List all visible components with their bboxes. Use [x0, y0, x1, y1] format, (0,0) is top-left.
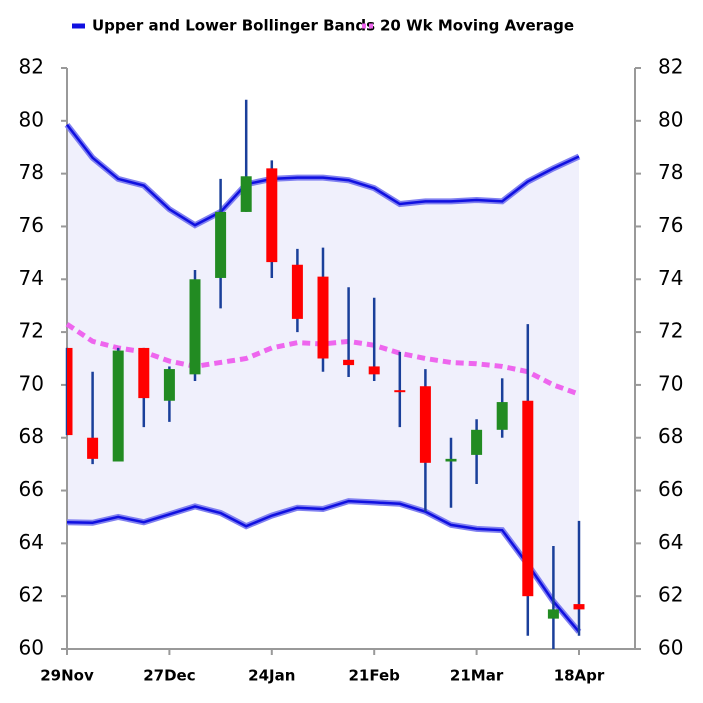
y-tick-label: 80: [19, 107, 44, 131]
candle-body: [394, 390, 406, 393]
y2-tick-label: 70: [658, 371, 683, 395]
y2-tick-label: 74: [658, 266, 683, 290]
candle-body: [163, 369, 175, 401]
y-tick-label: 78: [19, 160, 44, 184]
y2-tick-label: 66: [658, 477, 683, 501]
x-tick-label: 29Nov: [40, 667, 94, 685]
y-tick-label: 60: [19, 636, 44, 660]
y2-tick-label: 64: [658, 530, 683, 554]
x-tick-label: 24Jan: [248, 667, 295, 685]
candle-body: [189, 279, 201, 375]
y-tick-label: 70: [19, 371, 44, 395]
y-tick-label: 82: [19, 55, 44, 79]
y-tick-label: 68: [19, 424, 44, 448]
x-tick-label: 21Mar: [450, 667, 504, 685]
y-tick-label: 66: [19, 477, 44, 501]
candle-body: [471, 429, 483, 455]
lower-band: [66, 499, 580, 633]
candle-body: [87, 437, 99, 459]
y2-tick-label: 76: [658, 213, 683, 237]
candle-body: [317, 276, 329, 359]
y-tick-label: 72: [19, 319, 44, 343]
candle-body: [419, 386, 431, 463]
candle-body: [240, 176, 252, 212]
candle-body: [291, 264, 303, 319]
y-tick-label: 76: [19, 213, 44, 237]
upper-band: [66, 124, 580, 227]
y2-tick-label: 78: [658, 160, 683, 184]
y2-tick-label: 68: [658, 424, 683, 448]
candle-body: [215, 211, 227, 278]
y2-tick-label: 62: [658, 583, 683, 607]
candle-body: [266, 168, 278, 263]
x-tick-label: 21Feb: [348, 667, 400, 685]
candle-body: [112, 350, 124, 462]
y-tick-label: 74: [19, 266, 44, 290]
candle-body: [343, 359, 355, 366]
y2-tick-label: 60: [658, 636, 683, 660]
candle-body: [67, 347, 73, 436]
y-tick-label: 64: [19, 530, 44, 554]
legend-label: 20 Wk Moving Average: [380, 17, 574, 35]
candle-body: [445, 458, 457, 462]
y2-tick-label: 72: [658, 319, 683, 343]
x-tick-label: 18Apr: [554, 667, 605, 685]
candle-body: [522, 400, 534, 597]
legend-label: Upper and Lower Bollinger Bands: [92, 17, 375, 35]
y2-tick-label: 80: [658, 107, 683, 131]
candle-body: [573, 604, 585, 610]
candle-body: [496, 402, 508, 430]
candle-body: [547, 609, 559, 619]
y2-tick-label: 82: [658, 55, 683, 79]
candle-body: [368, 366, 380, 375]
x-tick-label: 27Dec: [143, 667, 195, 685]
candle-body: [138, 347, 150, 399]
y-tick-label: 62: [19, 583, 44, 607]
